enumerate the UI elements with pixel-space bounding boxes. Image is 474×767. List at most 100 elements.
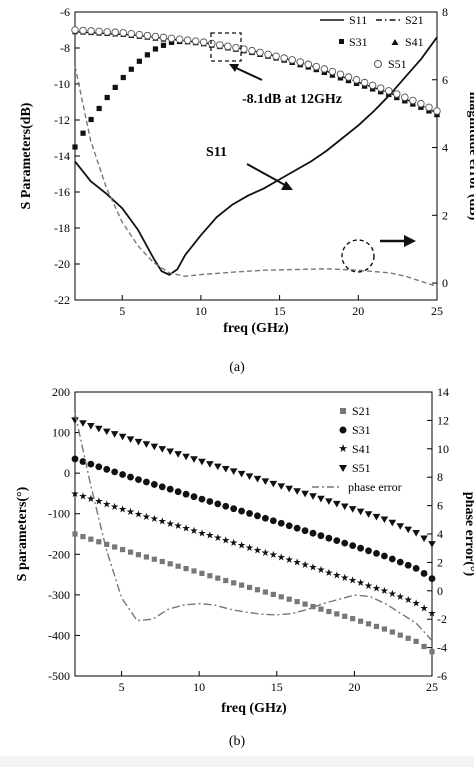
series-marker-s41: ★ <box>245 543 254 554</box>
series-marker-s41: ★ <box>396 592 405 603</box>
panel-b-x-label: freq (GHz) <box>221 701 287 716</box>
series-marker-s31 <box>112 84 118 90</box>
series-marker-s51 <box>376 84 385 92</box>
series-marker-s21 <box>365 621 372 627</box>
series-marker-s51 <box>166 448 174 456</box>
series-marker-s51 <box>135 30 144 39</box>
series-marker-s31 <box>222 502 230 510</box>
legend-label-b-s41: S41 <box>352 442 371 456</box>
series-marker-s41: ★ <box>126 507 135 518</box>
series-marker-s41: ★ <box>324 568 333 579</box>
series-marker-s21 <box>421 643 427 650</box>
legend-label-b-phase-error: phase error <box>348 480 402 494</box>
series-marker-s31 <box>152 46 159 52</box>
y-tick-label: -10 <box>54 77 70 91</box>
series-marker-s51 <box>301 490 309 498</box>
series-marker-s21 <box>96 539 102 545</box>
series-marker-s51 <box>364 511 373 518</box>
series-marker-s21 <box>120 546 126 553</box>
annotation-box-12ghz <box>210 32 242 62</box>
series-marker-s51 <box>232 43 240 52</box>
legend-marker-s51 <box>374 60 382 68</box>
series-marker-s21 <box>373 623 380 630</box>
y-tick-label: -500 <box>48 669 70 683</box>
annotation-arrow-s11 <box>246 163 286 186</box>
series-marker-s31 <box>214 500 222 508</box>
series-marker-s31 <box>120 74 126 81</box>
series-marker-s51 <box>409 96 417 105</box>
series-marker-s21 <box>239 582 245 588</box>
y2-tick-label: 4 <box>442 141 448 155</box>
series-marker-s51 <box>360 78 369 87</box>
series-marker-s21 <box>175 563 181 569</box>
series-marker-s51 <box>111 28 119 37</box>
panel-a-right-ticks: 0 2 4 6 8 <box>432 5 448 290</box>
series-marker-s31 <box>160 42 167 48</box>
series-marker-s41: ★ <box>86 494 95 505</box>
series-marker-s51 <box>110 431 119 438</box>
series-marker-s51 <box>240 45 248 53</box>
series-marker-s21 <box>215 575 221 581</box>
series-marker-s31 <box>111 468 119 476</box>
series-marker-s51 <box>333 500 341 508</box>
series-marker-s21 <box>104 541 110 547</box>
annotation-text-s11: S11 <box>206 145 227 160</box>
series-marker-s41: ★ <box>261 548 270 559</box>
panel-a-y2-label: magnitude error (dB) <box>466 92 474 221</box>
y2-tick-label: 4 <box>437 527 443 541</box>
y2-tick-label: 2 <box>442 208 448 222</box>
series-marker-s21 <box>207 573 213 579</box>
y-tick-label: 0 <box>64 466 70 480</box>
series-marker-s51 <box>285 485 293 493</box>
series-line-s11 <box>74 36 438 276</box>
series-marker-s51 <box>352 76 361 84</box>
series-marker-s51 <box>256 48 264 57</box>
series-marker-s31 <box>246 510 253 517</box>
series-marker-s21 <box>350 616 356 622</box>
series-marker-s21 <box>223 577 229 584</box>
y2-tick-label: -6 <box>437 669 447 683</box>
legend-label-b-s31: S31 <box>352 423 371 437</box>
x-tick-label: 20 <box>352 304 364 318</box>
x-tick-label: 15 <box>274 304 286 318</box>
series-marker-s21 <box>413 638 419 644</box>
series-marker-s21 <box>167 561 173 567</box>
series-marker-s51 <box>87 422 95 430</box>
series-marker-s21 <box>294 599 300 605</box>
series-marker-s31 <box>365 547 372 555</box>
panel-a-caption-label: (a) <box>229 360 245 375</box>
series-marker-s31 <box>349 542 357 550</box>
annotation-circle-error <box>341 239 375 273</box>
series-marker-s21 <box>135 552 142 558</box>
y-tick-label: -12 <box>54 113 70 127</box>
series-marker-s31 <box>87 460 95 468</box>
legend-marker-b-s41: ★ <box>338 443 348 455</box>
series-marker-s51 <box>95 27 103 36</box>
legend-label-s51: S51 <box>388 57 407 71</box>
series-marker-s21 <box>254 587 261 593</box>
panel-b-x-ticks: 5 10 15 20 25 <box>119 671 438 694</box>
series-marker-s21 <box>381 626 387 632</box>
series-marker-s31 <box>277 519 285 527</box>
series-marker-s41: ★ <box>348 576 357 587</box>
panel-a-x-ticks: 5 10 15 20 25 <box>119 295 443 318</box>
series-marker-s21 <box>270 591 276 598</box>
y2-tick-label: 8 <box>437 470 443 484</box>
y-tick-label: -14 <box>54 149 70 163</box>
annotation-arrowhead-s11 <box>281 181 293 190</box>
y-tick-label: -20 <box>54 257 70 271</box>
y-tick-label: -22 <box>54 293 70 307</box>
series-marker-s51 <box>150 443 159 451</box>
series-marker-s51 <box>142 441 151 448</box>
series-marker-s51 <box>158 446 167 453</box>
series-marker-s51 <box>404 526 412 534</box>
y-tick-label: -400 <box>48 628 70 642</box>
series-marker-s51 <box>191 37 200 45</box>
y-tick-label: -100 <box>48 507 70 521</box>
panel-b-y2-label: phase error(°) <box>462 492 474 577</box>
series-marker-s31 <box>238 507 246 515</box>
legend-label-s41: S41 <box>405 35 424 49</box>
series-marker-s51 <box>126 436 135 443</box>
